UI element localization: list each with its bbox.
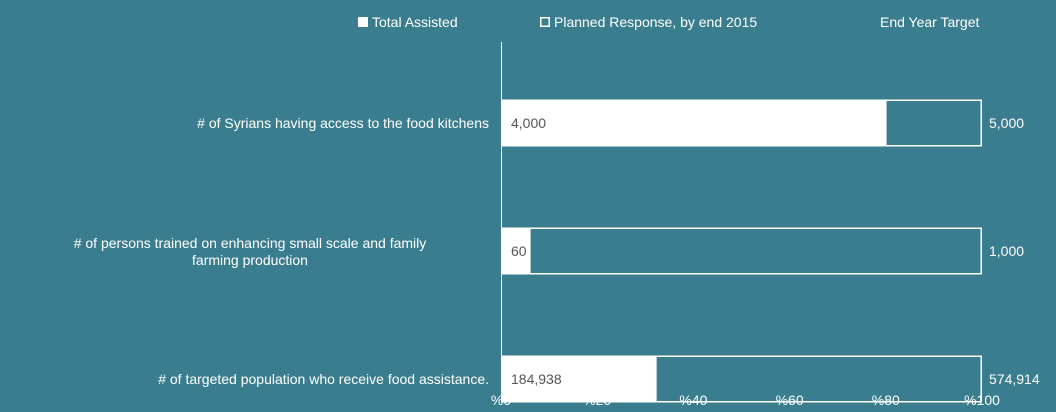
bar-total-assisted <box>501 227 530 275</box>
value-label-planned-response: 574,914 <box>989 371 1040 387</box>
category-label: # of persons trained on enhancing small … <box>74 235 427 268</box>
legend: Total Assisted Planned Response, by end 2… <box>358 14 979 30</box>
bars <box>501 99 983 403</box>
value-label-total-assisted: 60 <box>511 243 527 259</box>
legend-label: Planned Response, by end 2015 <box>554 14 757 30</box>
value-label-planned-response: 5,000 <box>989 115 1024 131</box>
category-label: # of Syrians having access to the food k… <box>197 115 489 131</box>
category-label: # of targeted population who receive foo… <box>158 371 489 387</box>
bar-planned-response <box>655 355 983 403</box>
bar-planned-response <box>529 227 982 275</box>
x-tick-label: %100 <box>964 392 1000 408</box>
bar-total-assisted <box>501 99 886 147</box>
x-tick-label: %40 <box>679 392 707 408</box>
legend-swatch-planned-response <box>540 17 550 27</box>
value-label-total-assisted: 184,938 <box>511 371 562 387</box>
legend-label: Total Assisted <box>372 14 458 30</box>
value-label-planned-response: 1,000 <box>989 243 1024 259</box>
x-tick-label: %80 <box>872 392 900 408</box>
x-tick-label: %60 <box>776 392 804 408</box>
bar-planned-response <box>885 99 982 147</box>
category-labels: # of Syrians having access to the food k… <box>74 115 489 387</box>
x-tick-label: %20 <box>583 392 611 408</box>
legend-label: End Year Target <box>880 14 979 30</box>
x-axis-ticks: %0 %20 %40 %60 %80 %100 <box>491 392 1000 408</box>
value-labels: 4,000 5,000 60 1,000 184,938 574,914 <box>511 115 1040 387</box>
bar-total-assisted <box>501 355 656 403</box>
value-label-total-assisted: 4,000 <box>511 115 546 131</box>
x-tick-label: %0 <box>491 392 511 408</box>
legend-swatch-total-assisted <box>358 17 368 27</box>
